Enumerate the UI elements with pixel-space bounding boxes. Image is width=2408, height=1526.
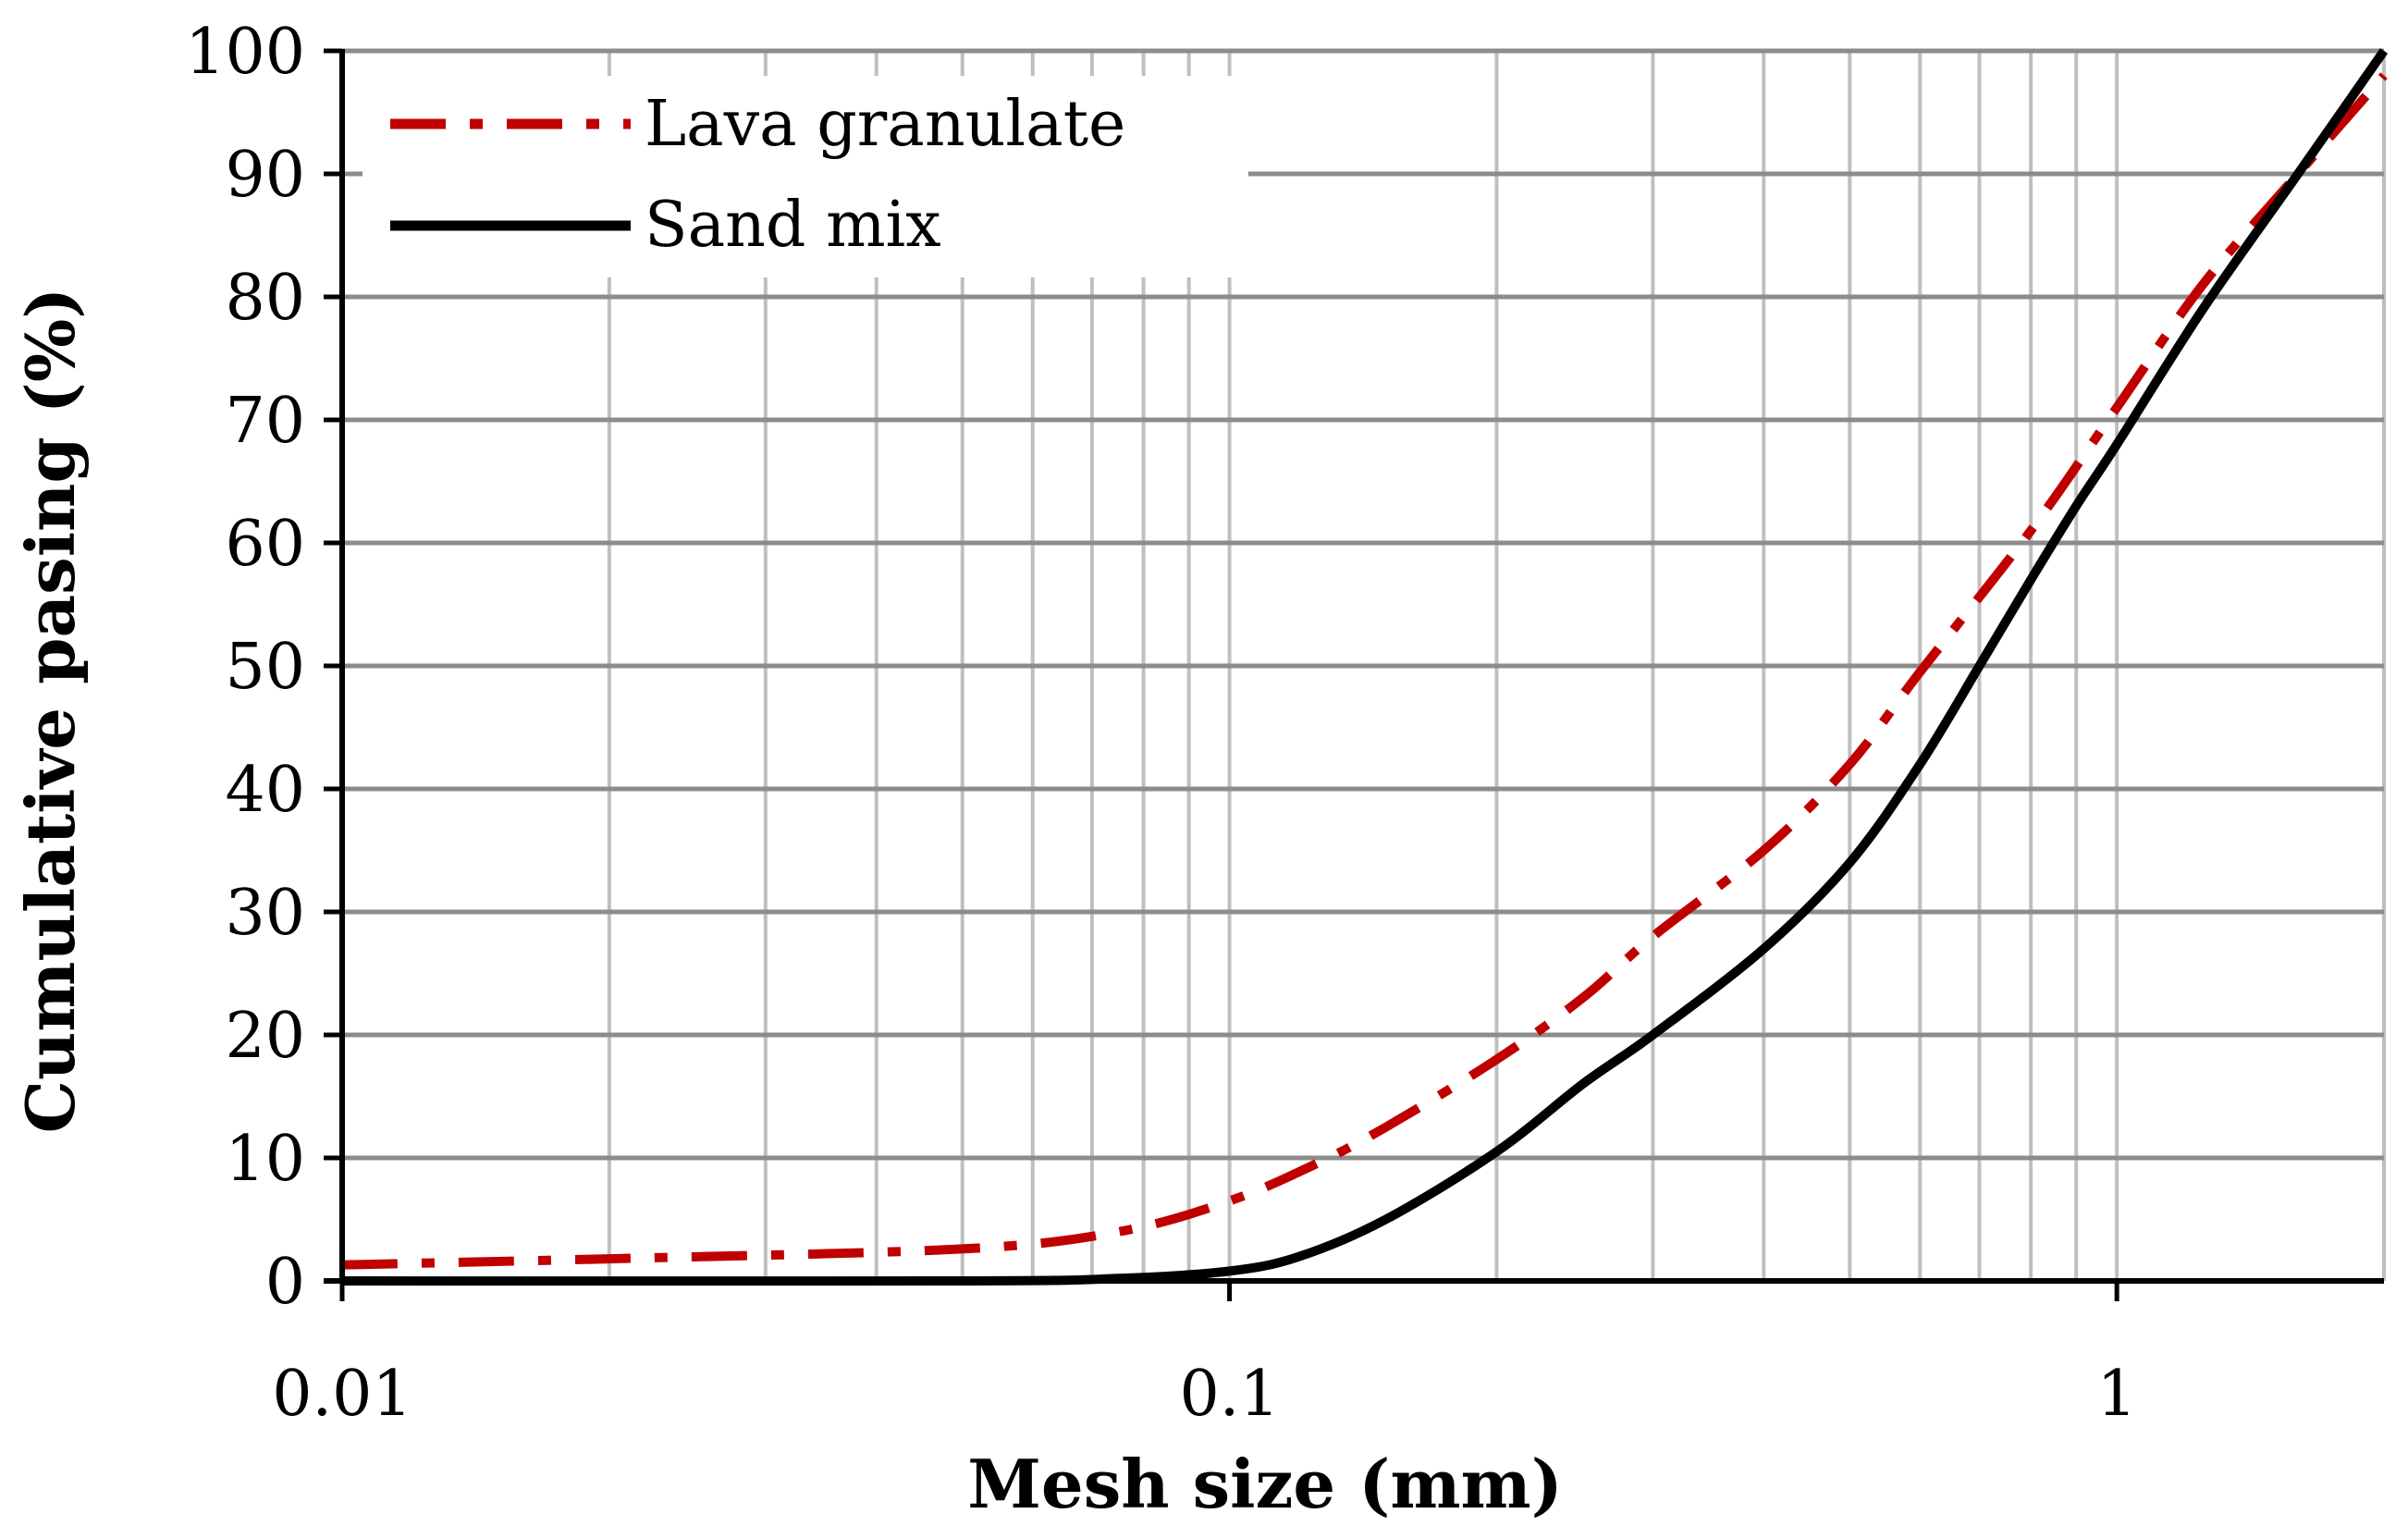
- y-axis-title: Cumulative pasing (%): [11, 288, 90, 1134]
- x-tick-label: 0.1: [1179, 1358, 1279, 1431]
- y-tick-label: 10: [225, 1123, 305, 1196]
- y-tick-label: 70: [225, 385, 305, 458]
- y-tick-label: 50: [225, 631, 305, 704]
- x-axis-title: Mesh size (mm): [967, 1445, 1563, 1523]
- legend: Lava granulate Sand mix: [362, 76, 1248, 277]
- y-tick-label: 30: [225, 877, 305, 950]
- y-tick-label: 40: [225, 754, 305, 827]
- series-line-lava-granulate: [341, 72, 2388, 1270]
- x-tick-label: 0.01: [272, 1358, 412, 1431]
- legend-background: [362, 76, 1248, 277]
- y-tick-label: 90: [225, 139, 305, 212]
- y-tick-label: 0: [265, 1246, 305, 1319]
- x-tick-label: 1: [2097, 1358, 2137, 1431]
- legend-label-lava-granulate: Lava granulate: [645, 88, 1125, 161]
- y-tick-label: 80: [225, 262, 305, 335]
- y-tick-label: 100: [185, 16, 305, 89]
- y-tick-label: 20: [225, 1000, 305, 1073]
- legend-label-sand-mix: Sand mix: [645, 189, 941, 262]
- axes: [324, 48, 2384, 1301]
- tick-labels: 0 10 20 30 40 50 60 70 80 90 100 0.01 0.1 1: [185, 16, 2137, 1431]
- y-tick-label: 60: [225, 508, 305, 581]
